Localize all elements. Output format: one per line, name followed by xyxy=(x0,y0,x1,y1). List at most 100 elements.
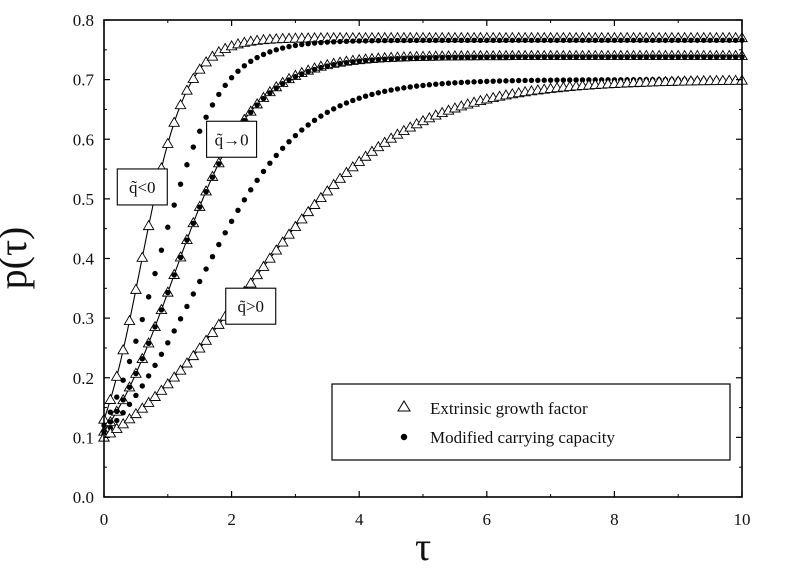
dot-point xyxy=(299,127,305,133)
dot-point xyxy=(452,80,458,86)
dot-point xyxy=(203,266,209,272)
dot-point xyxy=(433,37,439,44)
dot-point xyxy=(694,54,701,60)
dot-point xyxy=(522,54,528,60)
dot-point xyxy=(139,356,145,362)
dot-point xyxy=(152,362,158,369)
dot-point xyxy=(382,56,388,62)
triangle-point xyxy=(161,137,174,148)
y-axis-title: p(τ) xyxy=(0,227,35,290)
dot-point xyxy=(305,68,311,75)
dot-point xyxy=(458,79,464,86)
dot-point xyxy=(554,37,560,43)
dot-point xyxy=(362,93,369,99)
triangle-point xyxy=(263,252,276,263)
triangle-point xyxy=(142,219,155,231)
triangle-point xyxy=(117,417,130,429)
dot-point xyxy=(528,37,535,43)
annotation-box xyxy=(225,287,277,325)
dot-point xyxy=(477,37,484,43)
triangle-point xyxy=(200,334,213,345)
dot-point xyxy=(471,79,477,85)
dot-point xyxy=(330,39,337,45)
y-tick-label: 0.6 xyxy=(73,130,94,149)
dot-point xyxy=(190,291,197,297)
dot-point xyxy=(560,37,567,43)
dot-point xyxy=(484,54,490,60)
annotation-label: q̃→0 xyxy=(215,130,249,149)
dot-point xyxy=(330,106,337,112)
dot-point xyxy=(541,77,547,83)
x-tick-label: 8 xyxy=(610,510,619,529)
dot-point xyxy=(343,59,350,66)
triangle-point xyxy=(168,116,181,127)
dot-point xyxy=(267,49,273,55)
dot-point xyxy=(490,78,496,84)
triangle-point xyxy=(180,357,193,368)
dot-point xyxy=(152,270,158,277)
dot-point xyxy=(426,54,433,61)
dot-point xyxy=(439,80,445,87)
dot-point xyxy=(375,90,382,96)
dot-point xyxy=(139,316,145,323)
dot-point xyxy=(324,63,330,69)
triangle-point xyxy=(180,84,193,95)
dot-point xyxy=(490,37,496,43)
dot-point xyxy=(509,54,516,60)
dot-point xyxy=(324,39,330,45)
dot-point xyxy=(337,60,343,67)
dot-point xyxy=(732,37,739,43)
dot-point xyxy=(394,86,401,92)
dot-point xyxy=(720,37,726,43)
dot-point xyxy=(618,54,624,60)
y-tick-label: 0.8 xyxy=(73,11,94,30)
dot-point xyxy=(503,37,509,43)
dot-point xyxy=(286,43,292,50)
dot-point xyxy=(356,95,362,101)
dot-point xyxy=(133,338,139,344)
dot-point xyxy=(637,37,643,43)
dot-point xyxy=(413,83,420,89)
dot-point xyxy=(318,39,324,46)
dot-point xyxy=(471,37,477,43)
x-tick-label: 6 xyxy=(483,510,492,529)
dot-point xyxy=(184,303,190,310)
dot-point xyxy=(241,63,248,69)
dot-point xyxy=(120,410,126,416)
y-tick-label: 0.0 xyxy=(73,488,94,507)
dot-point xyxy=(675,37,681,43)
dot-point xyxy=(464,54,471,60)
dot-point xyxy=(452,37,458,44)
dot-point xyxy=(420,82,426,89)
dot-point xyxy=(254,54,260,61)
dot-point xyxy=(413,55,420,61)
legend-dot-marker xyxy=(400,433,408,441)
dot-point xyxy=(388,56,394,62)
dot-point xyxy=(279,145,286,151)
dot-point xyxy=(522,77,528,84)
triangle-point xyxy=(161,377,174,389)
legend: Extrinsic growth factor Modified carryin… xyxy=(331,383,731,461)
dot-point xyxy=(554,54,560,60)
dot-point xyxy=(184,162,190,168)
dot-point xyxy=(216,241,222,248)
dot-point xyxy=(567,77,573,83)
dot-point xyxy=(203,114,209,120)
dot-point xyxy=(490,54,496,60)
dot-point xyxy=(662,37,669,43)
dot-point xyxy=(598,37,605,43)
dot-point xyxy=(209,102,216,108)
dot-point xyxy=(273,47,279,53)
triangle-point xyxy=(187,349,200,361)
annotation-box xyxy=(206,120,258,158)
dot-point xyxy=(662,54,669,60)
triangle-point xyxy=(257,260,270,271)
triangle-point xyxy=(200,56,213,67)
dot-point xyxy=(458,54,464,60)
dot-point xyxy=(299,71,305,77)
dot-point xyxy=(120,377,126,383)
dot-point xyxy=(694,37,701,43)
x-tick-label: 10 xyxy=(734,510,751,529)
dot-point xyxy=(145,340,152,346)
dot-point xyxy=(350,38,356,44)
